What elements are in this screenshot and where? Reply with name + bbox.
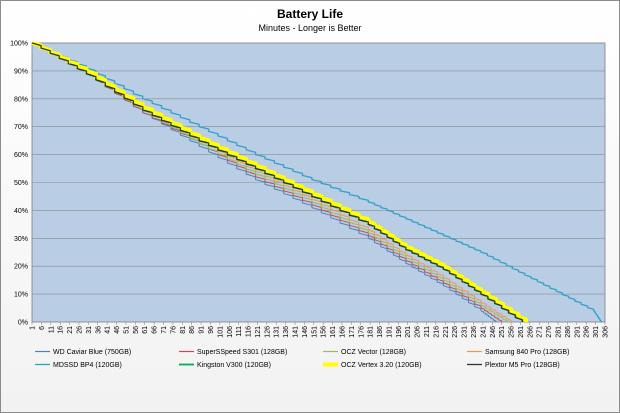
x-tick-label: 56 xyxy=(133,326,140,334)
x-tick-label: 221 xyxy=(443,326,450,338)
x-tick-label: 201 xyxy=(405,326,412,338)
x-tick-label: 141 xyxy=(293,326,300,338)
x-tick-label: 216 xyxy=(433,326,440,338)
x-tick-label: 26 xyxy=(76,326,83,334)
x-tick-label: 186 xyxy=(377,326,384,338)
x-tick-label: 111 xyxy=(236,326,243,337)
x-tick-label: 6 xyxy=(39,326,46,330)
y-tick-label: 50% xyxy=(14,180,28,187)
x-tick-label: 261 xyxy=(518,326,525,338)
x-tick-label: 121 xyxy=(255,326,262,338)
series-line-7 xyxy=(31,42,523,322)
x-tick-label: 21 xyxy=(67,326,74,334)
x-tick-label: 156 xyxy=(321,326,328,338)
x-tick-label: 31 xyxy=(86,326,93,334)
x-tick-label: 161 xyxy=(330,326,337,338)
x-tick-label: 36 xyxy=(95,326,102,334)
y-tick-label: 30% xyxy=(14,236,28,243)
x-tick-label: 91 xyxy=(199,326,206,334)
legend-label: SuperSSpeed S301 (128GB) xyxy=(197,349,287,356)
x-tick-label: 41 xyxy=(105,326,112,334)
y-tick-label: 60% xyxy=(14,152,28,159)
x-tick-label: 171 xyxy=(349,326,356,338)
chart-subtitle: Minutes - Longer is Better xyxy=(258,23,362,33)
x-tick-label: 131 xyxy=(274,326,281,338)
x-tick-label: 11 xyxy=(48,326,55,333)
x-tick-label: 136 xyxy=(283,326,290,338)
y-tick-label: 0% xyxy=(18,320,28,327)
x-tick-label: 106 xyxy=(227,326,234,338)
x-tick-label: 61 xyxy=(142,326,149,334)
x-tick-label: 166 xyxy=(339,326,346,338)
x-tick-label: 276 xyxy=(546,326,553,338)
x-tick-label: 196 xyxy=(396,326,403,338)
legend-label: OCZ Vertex 3.20 (120GB) xyxy=(341,362,422,369)
x-tick-label: 146 xyxy=(302,326,309,338)
x-tick-label: 96 xyxy=(208,326,215,334)
x-tick-label: 86 xyxy=(189,326,196,334)
x-tick-label: 306 xyxy=(603,326,610,338)
x-tick-label: 266 xyxy=(527,326,534,338)
x-tick-label: 281 xyxy=(556,326,563,338)
legend-label: Kingston V300 (120GB) xyxy=(197,362,271,369)
y-tick-label: 10% xyxy=(14,292,28,299)
x-tick-label: 246 xyxy=(490,326,497,338)
x-tick-label: 256 xyxy=(509,326,516,338)
x-tick-label: 66 xyxy=(152,326,159,334)
x-tick-label: 271 xyxy=(537,326,544,338)
y-tick-label: 70% xyxy=(14,124,28,131)
x-tick-label: 151 xyxy=(311,326,318,338)
x-tick-label: 81 xyxy=(180,326,187,334)
y-tick-label: 20% xyxy=(14,264,28,271)
x-tick-label: 251 xyxy=(499,326,506,338)
x-tick-label: 226 xyxy=(452,326,459,338)
chart-title: Battery Life xyxy=(276,7,344,21)
x-tick-label: 231 xyxy=(462,326,469,338)
legend-label: WD Caviar Blue (750GB) xyxy=(53,349,131,356)
y-tick-label: 80% xyxy=(14,96,28,103)
x-tick-label: 236 xyxy=(471,326,478,338)
legend-label: Samsung 840 Pro (128GB) xyxy=(485,349,569,356)
x-tick-label: 181 xyxy=(368,326,375,338)
legend-label: OCZ Vector (128GB) xyxy=(341,349,406,356)
x-tick-label: 291 xyxy=(574,326,581,338)
x-tick-label: 176 xyxy=(358,326,365,338)
x-tick-label: 101 xyxy=(217,326,224,338)
series-line-4 xyxy=(31,42,602,322)
x-tick-label: 1 xyxy=(30,326,37,330)
x-tick-label: 301 xyxy=(593,326,600,338)
y-tick-label: 40% xyxy=(14,208,28,215)
x-tick-label: 71 xyxy=(161,326,168,334)
x-tick-label: 46 xyxy=(114,326,121,334)
x-tick-label: 16 xyxy=(58,326,65,334)
x-tick-label: 211 xyxy=(424,326,431,337)
y-tick-label: 100% xyxy=(10,41,28,48)
x-tick-label: 116 xyxy=(246,326,253,337)
legend-label: Plextor M5 Pro (128GB) xyxy=(485,362,560,369)
x-tick-label: 191 xyxy=(386,326,393,338)
series-line-1 xyxy=(31,42,503,322)
x-tick-label: 206 xyxy=(415,326,422,338)
x-tick-label: 296 xyxy=(584,326,591,338)
legend-label: MDSSD BP4 (120GB) xyxy=(53,362,122,369)
y-tick-label: 90% xyxy=(14,68,28,75)
x-tick-label: 286 xyxy=(565,326,572,338)
x-tick-label: 241 xyxy=(480,326,487,338)
x-tick-label: 51 xyxy=(123,326,130,334)
x-tick-label: 76 xyxy=(170,326,177,334)
x-tick-label: 126 xyxy=(264,326,271,338)
